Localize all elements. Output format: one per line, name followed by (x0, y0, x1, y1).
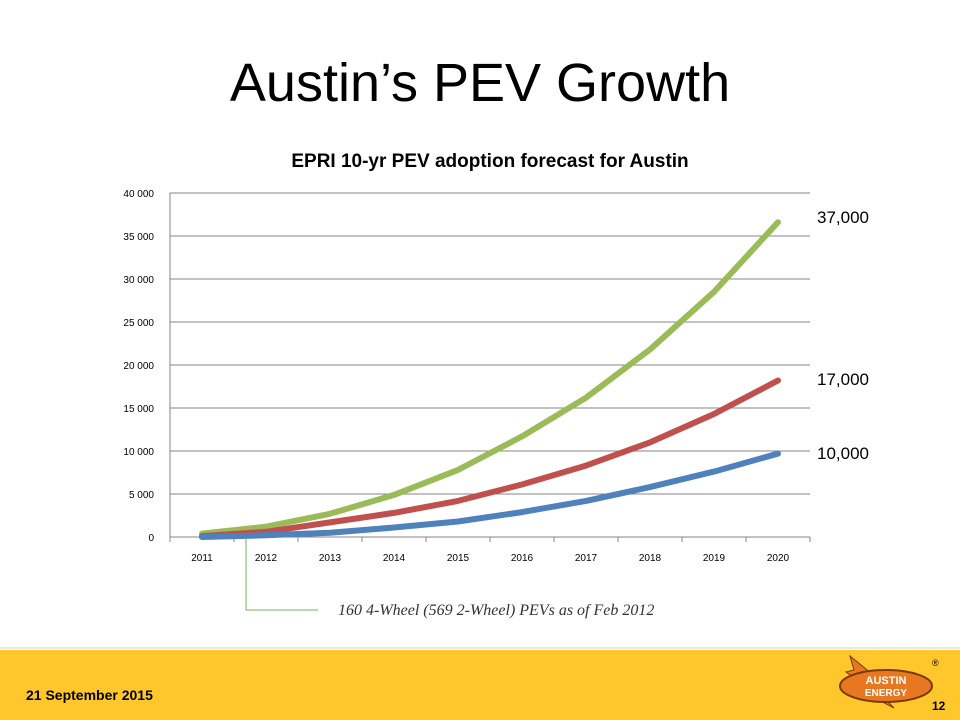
end-label-low: 10,000 (817, 444, 869, 463)
y-tick-label: 35 000 (123, 232, 154, 243)
x-tick-label: 2015 (447, 553, 470, 564)
slide-title: Austin’s PEV Growth (229, 53, 731, 113)
x-tick-label: 2014 (383, 553, 406, 564)
y-tick-label: 40 000 (123, 189, 154, 200)
annotation-text: 160 4-Wheel (569 2-Wheel) PEVs as of Feb… (338, 602, 655, 619)
footer-date: 21 September 2015 (26, 687, 153, 703)
series-line-2 (199, 450, 781, 540)
x-tick-label: 2012 (255, 553, 278, 564)
x-tick-label: 2016 (511, 553, 534, 564)
y-tick-label: 0 (148, 533, 154, 544)
footer-band (0, 650, 960, 720)
series-line-1 (199, 377, 781, 540)
logo-text-energy: ENERGY (865, 688, 908, 699)
x-tick-label: 2011 (191, 553, 213, 564)
logo-oval (839, 669, 933, 703)
registered-mark: ® (932, 658, 939, 668)
annotation-connector (245, 539, 318, 611)
footer-divider (0, 647, 960, 649)
series-line-0 (199, 219, 781, 537)
x-tick-label: 2018 (639, 553, 662, 564)
chart-title: EPRI 10-yr PEV adoption forecast for Aus… (291, 151, 689, 172)
y-tick-label: 5 000 (129, 490, 154, 501)
x-tick-label: 2019 (703, 553, 726, 564)
end-label-mid: 17,000 (817, 370, 869, 389)
y-tick-label: 15 000 (123, 404, 154, 415)
x-tick-label: 2013 (319, 553, 342, 564)
y-tick-label: 30 000 (123, 275, 154, 286)
x-tick-label: 2017 (575, 553, 598, 564)
y-tick-label: 25 000 (123, 318, 154, 329)
austin-energy-logo: AUSTIN ENERGY ® (839, 654, 939, 709)
page-number: 12 (932, 699, 946, 713)
line-chart: 0 5 000 10 000 15 000 20 000 25 000 30 000 35 0… (123, 189, 811, 611)
y-tick-label: 10 000 (123, 447, 154, 458)
end-label-high: 37,000 (817, 208, 869, 227)
y-tick-label: 20 000 (123, 361, 154, 372)
x-tick-label: 2020 (767, 553, 790, 564)
logo-text-austin: AUSTIN (866, 675, 907, 687)
